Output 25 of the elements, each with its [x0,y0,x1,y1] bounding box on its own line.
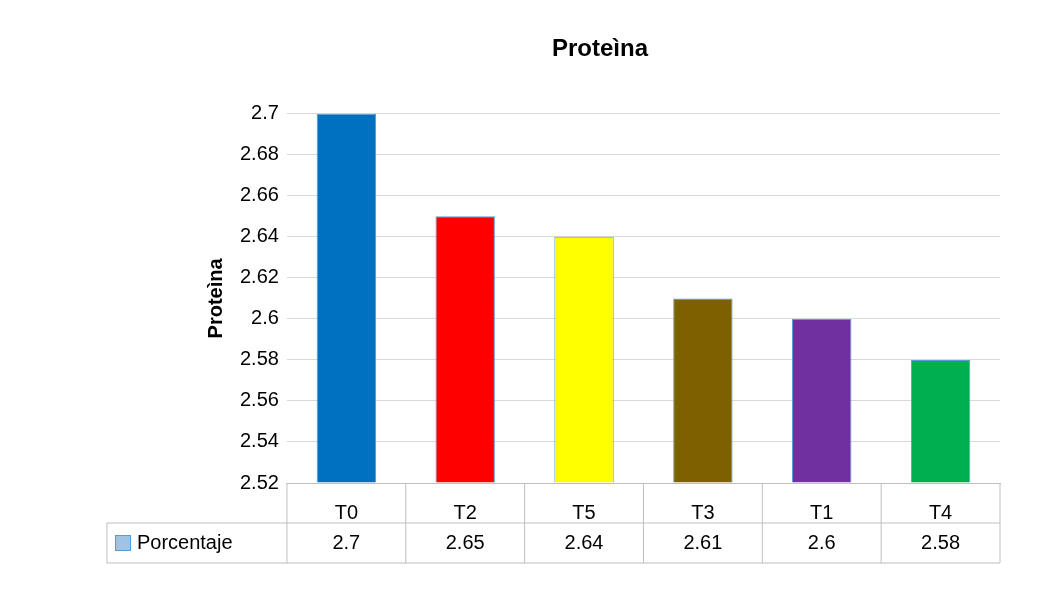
x-tick-label: T1 [810,500,834,523]
y-tick-label: 2.58 [239,347,279,370]
y-tick-label: 2.68 [239,142,279,165]
x-tick-label: T0 [334,500,359,523]
data-label: 2.7 [332,530,361,553]
data-label: 2.6 [807,530,836,553]
data-label: 2.61 [683,530,723,553]
x-tick-label: T5 [572,500,596,523]
y-tick-label: 2.64 [239,224,279,247]
x-tick-label: T4 [928,500,953,523]
data-label: 2.64 [564,530,604,553]
y-tick-label: 2.54 [239,429,279,452]
y-tick-label: 2.62 [239,265,279,288]
data-label: 2.65 [445,530,485,553]
x-tick-label: T2 [453,500,477,523]
y-tick-label: 2.7 [251,101,279,124]
y-tick-label: 2.56 [239,388,279,411]
text: Porcentaje [136,530,233,553]
chart-title: Proteìna [551,34,649,62]
y-axis-title: Proteìna [203,257,226,339]
y-tick-label: 2.6 [251,306,279,329]
y-tick-label: 2.52 [239,470,279,493]
x-tick-label: T3 [691,500,715,523]
data-label: 2.58 [921,530,961,553]
y-tick-label: 2.66 [239,183,279,206]
